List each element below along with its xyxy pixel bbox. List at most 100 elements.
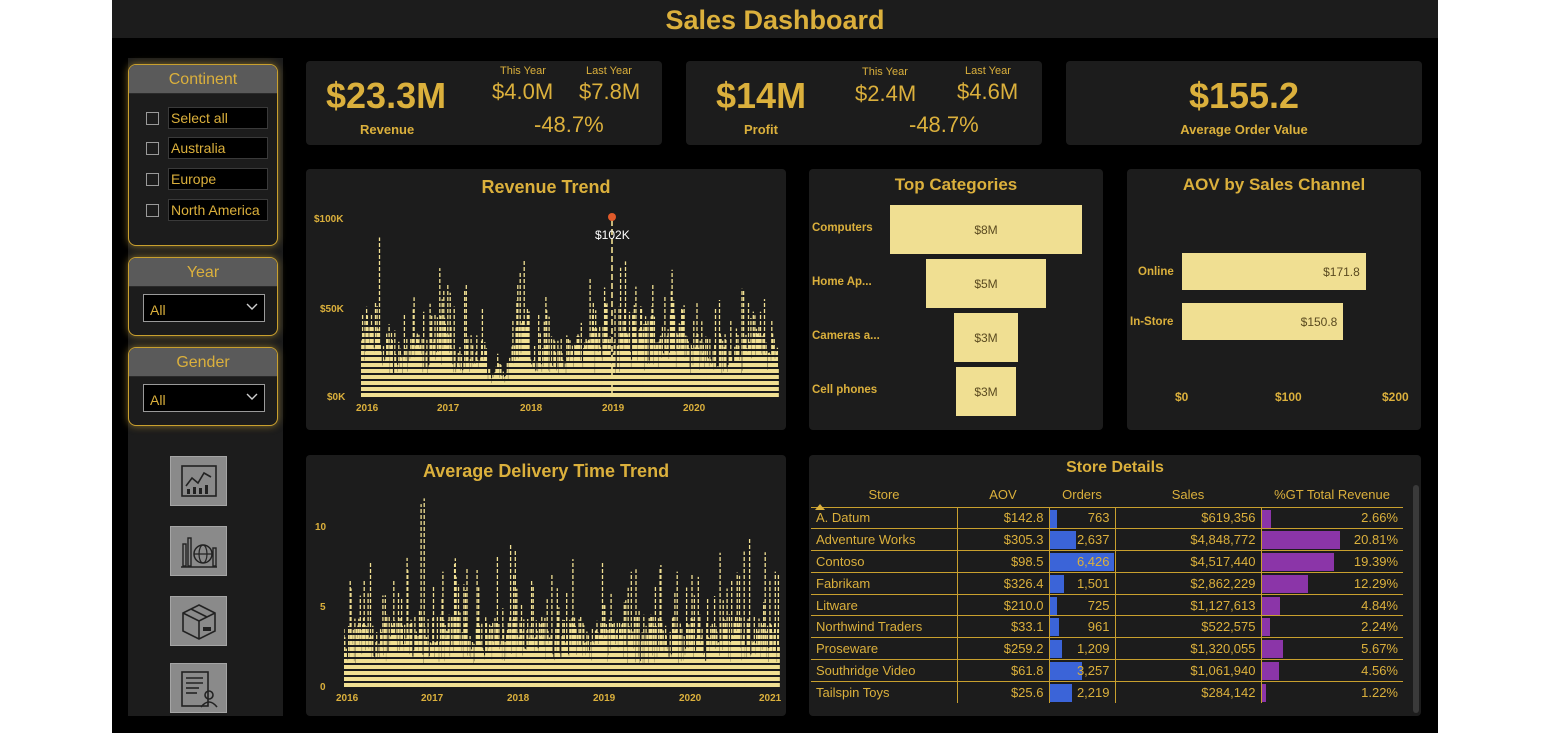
orders-value: 3,257 <box>1076 662 1110 678</box>
pct-value: 12.29% <box>1353 575 1398 591</box>
cell-orders: 2,637 <box>1049 528 1116 551</box>
bar-value-label: $150.8 <box>1300 315 1338 329</box>
globe-bar-chart-icon <box>181 537 217 568</box>
continent-option-select-all[interactable]: Select all <box>146 107 270 129</box>
column-header-label: Sales <box>1171 487 1205 503</box>
y-tick-label: 10 <box>315 522 327 533</box>
column-header-sales[interactable]: Sales <box>1115 483 1261 507</box>
continent-option-north-america[interactable]: North America <box>146 199 270 221</box>
orders-bar <box>1049 574 1065 593</box>
category-bar[interactable]: $8M <box>890 205 1082 254</box>
gender-dropdown[interactable]: All <box>143 384 265 412</box>
table-row[interactable]: Northwind Traders $33.1 961 $522,575 2.24% <box>811 615 1403 638</box>
column-header-label: Orders <box>1062 487 1102 503</box>
peak-marker[interactable] <box>608 213 616 221</box>
option-label[interactable]: North America <box>168 199 268 221</box>
year-slicer-title: Year <box>129 258 277 287</box>
bar-value-label: $8M <box>974 223 998 237</box>
table-row[interactable]: Fabrikam $326.4 1,501 $2,862,229 12.29% <box>811 571 1403 595</box>
nav-product-report-button[interactable] <box>170 596 227 646</box>
orders-bar <box>1049 531 1076 550</box>
column-header-aov[interactable]: AOV <box>957 483 1049 507</box>
y-tick-label: $100K <box>314 214 344 225</box>
profit-this-year-label: This Year <box>862 66 908 78</box>
continent-option-europe[interactable]: Europe <box>146 168 270 190</box>
column-header-store[interactable]: Store <box>811 483 957 510</box>
profit-change: -48.7% <box>909 112 979 137</box>
cell-orders: 1,209 <box>1049 637 1116 660</box>
cell-store: Proseware <box>811 637 958 660</box>
category-label: Computers <box>812 222 873 234</box>
pct-value: 19.39% <box>1353 553 1398 569</box>
nav-customer-report-button[interactable] <box>170 663 227 713</box>
table-row[interactable]: A. Datum $142.8 763 $619,356 2.66% <box>811 506 1403 529</box>
option-label[interactable]: Select all <box>168 107 268 129</box>
store-details-title: Store Details <box>1066 459 1164 476</box>
bar-value-label: $3M <box>974 385 998 399</box>
nav-geo-report-button[interactable] <box>170 526 227 576</box>
revenue-this-year-label: This Year <box>500 65 546 77</box>
revenue-trend-card: Revenue Trend $100K $50K $0K 2016 2017 2… <box>306 169 786 430</box>
table-scrollbar[interactable] <box>1413 485 1419 713</box>
table-row[interactable]: Adventure Works $305.3 2,637 $4,848,772 20.8… <box>811 528 1403 551</box>
spike-series <box>361 237 779 397</box>
revenue-kpi-card: $23.3M Revenue This Year Last Year $4.0M… <box>306 61 662 145</box>
checkbox[interactable] <box>146 142 159 155</box>
channel-bar[interactable]: $171.8 <box>1182 253 1366 290</box>
continent-option-australia[interactable]: Australia <box>146 137 270 159</box>
column-header-label: %GT Total Revenue <box>1274 487 1390 503</box>
y-tick-label: 5 <box>320 602 326 613</box>
profit-kpi-card: $14M Profit This Year Last Year $2.4M $4… <box>686 61 1042 145</box>
cell-sales: $619,356 <box>1115 506 1262 529</box>
orders-bar <box>1049 553 1114 572</box>
cell-sales: $1,061,940 <box>1115 659 1262 682</box>
pct-revenue-bar <box>1261 553 1335 572</box>
table-row[interactable]: Southridge Video $61.8 3,257 $1,061,940 4.56… <box>811 659 1403 682</box>
table-row[interactable]: Contoso $98.5 6,426 $4,517,440 19.39% <box>811 550 1403 573</box>
category-bar[interactable]: $5M <box>926 259 1046 308</box>
cell-store: Northwind Traders <box>811 615 958 638</box>
category-bar[interactable]: $3M <box>954 313 1018 362</box>
column-header-orders[interactable]: Orders <box>1049 483 1115 507</box>
table-row[interactable]: Proseware $259.2 1,209 $1,320,055 5.67% <box>811 637 1403 660</box>
option-label[interactable]: Europe <box>168 168 268 190</box>
orders-value: 2,219 <box>1076 685 1110 701</box>
x-tick-label: $200 <box>1382 390 1409 404</box>
table-row[interactable]: Litware $210.0 725 $1,127,613 4.84% <box>811 593 1403 616</box>
profit-this-year-value: $2.4M <box>855 81 917 106</box>
category-bar[interactable]: $3M <box>956 367 1016 416</box>
peak-data-label: $102K <box>595 228 630 242</box>
orders-bar <box>1049 683 1072 702</box>
x-tick-label: 2016 <box>356 403 379 414</box>
checkbox[interactable] <box>146 112 159 125</box>
option-label[interactable]: Australia <box>168 137 268 159</box>
x-tick-label: 2016 <box>336 693 359 704</box>
y-tick-label: 0 <box>320 682 326 693</box>
profit-label: Profit <box>744 122 778 137</box>
cell-store: Adventure Works <box>811 528 958 551</box>
cell-sales: $1,127,613 <box>1115 593 1262 616</box>
revenue-this-year-value: $4.0M <box>492 79 554 104</box>
x-tick-label: 2017 <box>421 693 444 704</box>
checkbox[interactable] <box>146 173 159 186</box>
revenue-trend-title: Revenue Trend <box>481 177 611 197</box>
cell-aov: $210.0 <box>957 593 1050 616</box>
checkbox[interactable] <box>146 204 159 217</box>
line-chart-report-icon <box>181 465 217 497</box>
column-header-pct-total-revenue[interactable]: %GT Total Revenue <box>1261 483 1403 507</box>
orders-value: 961 <box>1087 619 1110 635</box>
nav-sales-report-button[interactable] <box>170 456 227 506</box>
category-label: Cameras a... <box>812 330 880 342</box>
year-dropdown[interactable]: All <box>143 294 265 322</box>
cell-orders: 961 <box>1049 615 1116 638</box>
table-row[interactable]: Tailspin Toys $25.6 2,219 $284,142 1.22% <box>811 680 1403 704</box>
channel-bar[interactable]: $150.8 <box>1182 303 1344 340</box>
cell-store: Litware <box>811 593 958 616</box>
orders-value: 1,209 <box>1076 641 1110 657</box>
cell-sales: $4,848,772 <box>1115 528 1262 551</box>
cell-store: Southridge Video <box>811 659 958 682</box>
x-tick-label: 2019 <box>593 693 616 704</box>
cell-store: A. Datum <box>811 506 958 529</box>
orders-bar <box>1049 509 1058 528</box>
pct-value: 5.67% <box>1361 641 1398 657</box>
